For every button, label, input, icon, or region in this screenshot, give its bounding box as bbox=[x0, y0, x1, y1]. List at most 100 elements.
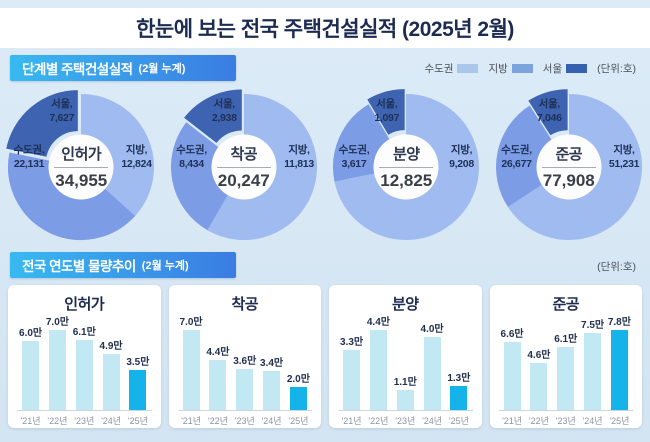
donut-center: 준공 77,908 bbox=[533, 143, 605, 191]
donut-label-value: 7,627 bbox=[49, 112, 75, 124]
x-tick-label: '24년 bbox=[261, 416, 282, 426]
donut-segment-sudogwon bbox=[8, 152, 136, 240]
bar-value-label: 4.4만 bbox=[206, 346, 230, 358]
bar bbox=[182, 330, 200, 410]
donut-label-value: 12,824 bbox=[121, 158, 152, 170]
donut-label-value: 7,046 bbox=[536, 112, 562, 124]
section-stage-badge: 단계별 주택건설실적 (2월 누계) bbox=[10, 55, 236, 81]
bar-slot: 3.3만 bbox=[339, 333, 364, 410]
donut-divider bbox=[54, 167, 109, 168]
donut-label-jibang: 지방, 11,813 bbox=[273, 143, 325, 171]
x-axis-labels: '21년 '22년 '23년 '24년 '25년 bbox=[17, 411, 152, 427]
donut-label-name: 수도권, bbox=[338, 144, 370, 156]
bar bbox=[557, 347, 575, 410]
donut-label-value: 11,813 bbox=[284, 158, 314, 170]
donut-label-name: 수도권, bbox=[501, 144, 532, 156]
section-trend-badge-label: 전국 연도별 물량추이 bbox=[22, 259, 136, 274]
donut-ring bbox=[333, 89, 480, 240]
donut-divider bbox=[216, 167, 271, 168]
donut-label-jibang: 지방, 12,824 bbox=[111, 143, 163, 171]
bar bbox=[530, 362, 548, 410]
bar bbox=[503, 342, 521, 410]
bar-value-label: 3.3만 bbox=[340, 337, 364, 348]
bar-value-label: 7.0만 bbox=[45, 317, 69, 328]
bar-slot: 4.4만 bbox=[366, 313, 391, 410]
donut-label-value: 51,231 bbox=[608, 158, 640, 170]
bar bbox=[263, 371, 281, 410]
donut-label-seoul: 서울, 1,097 bbox=[349, 97, 424, 125]
donut-label-value: 8,434 bbox=[179, 158, 204, 170]
bar-slot: 6.1만 bbox=[72, 323, 97, 410]
donut-label-value: 1,097 bbox=[374, 112, 400, 124]
bar-plot: 7.0만 4.4만 3.6만 3.4만 2.0만 bbox=[177, 314, 312, 411]
bar-plot: 3.3만 4.4만 1.1만 4.0만 1.3만 bbox=[338, 314, 473, 411]
bar bbox=[236, 368, 254, 410]
bar bbox=[48, 330, 66, 410]
donut-label-name: 지방, bbox=[613, 144, 635, 156]
bar-slot: 4.6만 bbox=[526, 346, 551, 410]
donut-label-seoul: 서울, 7,046 bbox=[512, 97, 587, 125]
bar-slot: 3.4만 bbox=[259, 354, 284, 410]
donut-total: 34,955 bbox=[55, 171, 108, 190]
x-tick-label: '24년 bbox=[422, 416, 443, 426]
bar-slot: 7.0만 bbox=[45, 313, 70, 410]
donut-label-name: 서울, bbox=[538, 98, 561, 110]
donut-total: 20,247 bbox=[217, 171, 270, 190]
x-tick-label: '21년 bbox=[502, 416, 523, 426]
donut-divider bbox=[379, 167, 434, 168]
bar-value-label: 1.3만 bbox=[447, 373, 471, 385]
bar-chart-row: 인허가 6.0만 7.0만 6.1만 4.9만 3.5만 '21년 '22년 '23년 '24… bbox=[8, 285, 642, 428]
x-tick-label: '23년 bbox=[234, 416, 255, 426]
donut-label-seoul: 서울, 7,627 bbox=[24, 97, 99, 125]
donut-segment-seoul bbox=[367, 89, 406, 136]
donut-segment-jibang bbox=[80, 94, 155, 216]
bar bbox=[396, 390, 414, 410]
bar-value-label: 4.6만 bbox=[527, 349, 551, 361]
donut-chart-completions: 준공 77,908 지방, 51,231 수도권, 26,677 서울, 7,046 bbox=[488, 87, 650, 247]
donut-label-name: 지방, bbox=[288, 144, 310, 156]
donut-segment-jibang bbox=[507, 94, 642, 240]
bar-slot: 6.6만 bbox=[500, 325, 525, 410]
donut-segment-sudogwon bbox=[170, 122, 229, 231]
x-tick-label: '24년 bbox=[582, 416, 603, 426]
donut-label-value: 26,677 bbox=[501, 158, 532, 170]
x-tick-label: '21년 bbox=[181, 416, 202, 426]
title-band: 한눈에 보는 전국 주택건설실적 (2025년 2월) bbox=[0, 8, 650, 48]
bar-slot: 2.0만 bbox=[286, 370, 311, 410]
donut-total: 77,908 bbox=[542, 171, 595, 190]
donut-title: 착공 bbox=[230, 146, 258, 163]
bar-chart-title: 착공 bbox=[231, 296, 259, 313]
bar-value-label: 2.0만 bbox=[286, 374, 310, 386]
donut-title: 인허가 bbox=[61, 146, 102, 163]
bar-value-label: 3.6만 bbox=[233, 355, 257, 367]
bar bbox=[75, 340, 93, 410]
legend-swatch-sudogwon bbox=[457, 64, 479, 73]
donut-label-jibang: 지방, 51,231 bbox=[598, 143, 650, 171]
bar-slot: 1.3만 bbox=[446, 369, 471, 410]
donut-label-name: 서울, bbox=[213, 98, 236, 110]
bar-plot: 6.0만 7.0만 6.1만 4.9만 3.5만 bbox=[17, 314, 152, 411]
bar-slot: 1.1만 bbox=[393, 373, 418, 410]
donut-chart-sales: 분양 12,825 지방, 9,208 수도권, 3,617 서울, 1,097 bbox=[325, 87, 488, 247]
bar bbox=[102, 354, 120, 410]
legend-item-jibang: 지방 bbox=[488, 61, 533, 76]
x-tick-label: '23년 bbox=[395, 416, 416, 426]
donut-center: 인허가 34,955 bbox=[45, 143, 117, 191]
bar-chart-starts: 착공 7.0만 4.4만 3.6만 3.4만 2.0만 '21년 '22년 '23년 '24년… bbox=[168, 285, 321, 428]
donut-label-value: 22,131 bbox=[13, 158, 45, 170]
x-axis-labels: '21년 '22년 '23년 '24년 '25년 bbox=[338, 411, 473, 427]
bar bbox=[369, 330, 387, 410]
bar-slot: 4.9만 bbox=[98, 337, 123, 410]
section-stage-badge-label: 단계별 주택건설실적 bbox=[22, 62, 133, 77]
bar-value-label: 6.0만 bbox=[19, 328, 43, 340]
x-tick-label: '25년 bbox=[288, 416, 309, 426]
donut-label-name: 서울, bbox=[376, 98, 398, 110]
donut-label-seoul: 서울, 2,938 bbox=[187, 97, 262, 125]
donut-total: 12,825 bbox=[380, 171, 433, 190]
x-tick-label: '22년 bbox=[207, 416, 228, 426]
bar-value-label: 7.0만 bbox=[179, 317, 203, 328]
x-tick-label: '22년 bbox=[47, 416, 68, 426]
unit-label-stage: (단위:호) bbox=[597, 63, 636, 75]
x-tick-label: '22년 bbox=[528, 416, 549, 426]
legend-label-seoul: 서울 bbox=[542, 63, 563, 75]
